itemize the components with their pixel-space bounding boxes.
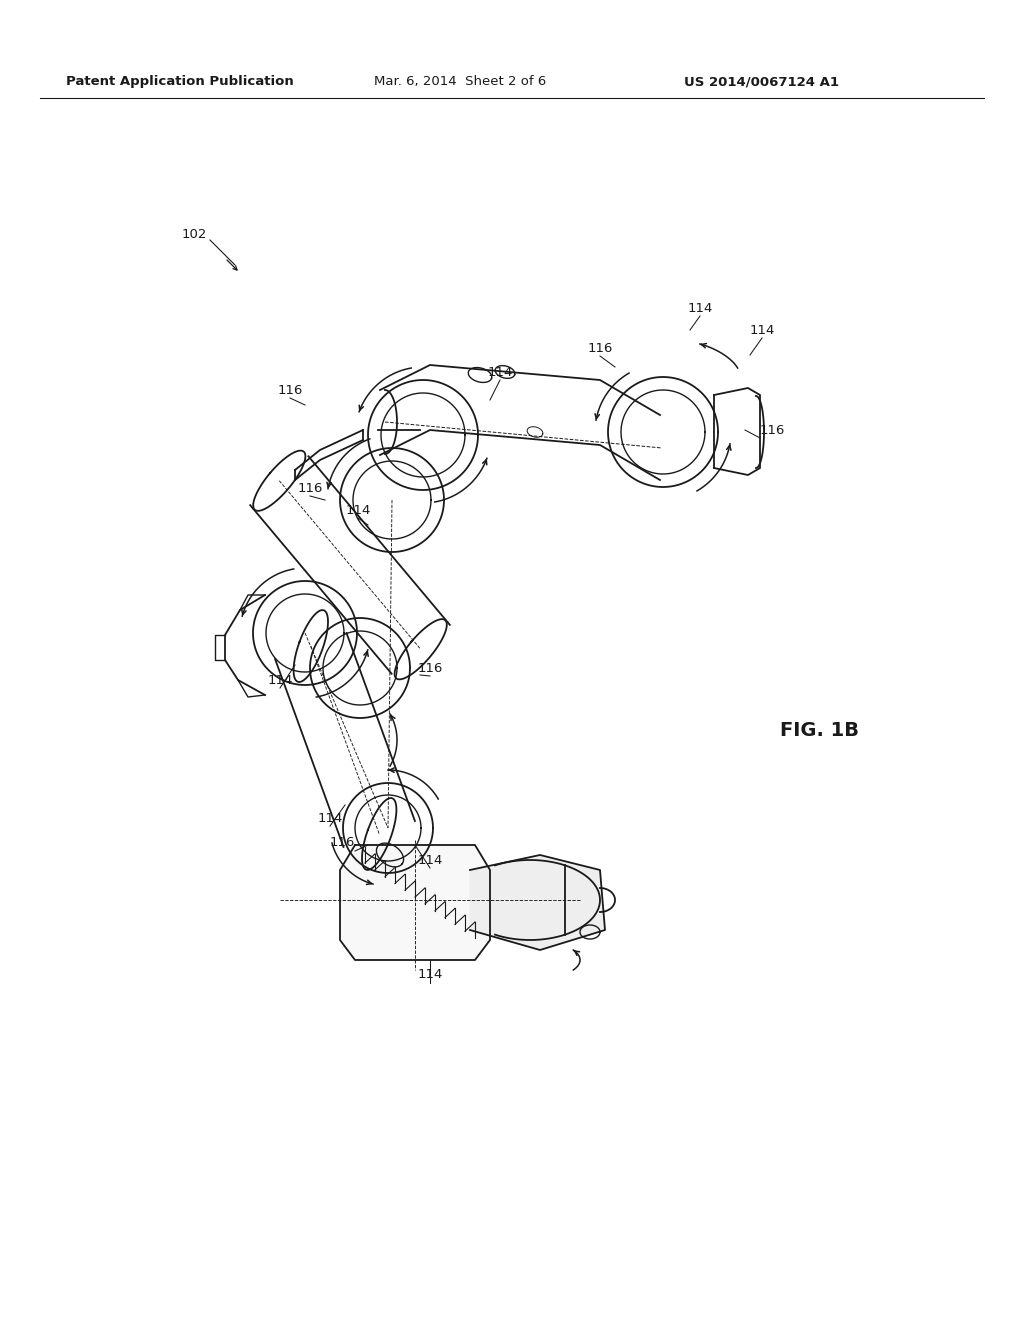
Text: 116: 116 (418, 661, 442, 675)
Text: 114: 114 (267, 673, 293, 686)
Text: 102: 102 (181, 228, 207, 242)
Polygon shape (470, 855, 605, 950)
Text: 116: 116 (760, 424, 785, 437)
Text: 114: 114 (418, 969, 442, 982)
Polygon shape (340, 845, 490, 960)
Text: 114: 114 (345, 503, 371, 516)
Text: US 2014/0067124 A1: US 2014/0067124 A1 (684, 75, 840, 88)
Text: 116: 116 (588, 342, 612, 355)
Text: 114: 114 (418, 854, 442, 866)
Text: 114: 114 (687, 301, 713, 314)
Text: 114: 114 (317, 812, 343, 825)
Text: 116: 116 (278, 384, 303, 396)
Text: 114: 114 (750, 323, 775, 337)
Text: FIG. 1B: FIG. 1B (780, 721, 859, 739)
Text: 116: 116 (297, 482, 323, 495)
Text: 116: 116 (330, 837, 355, 850)
Text: 114: 114 (487, 366, 513, 379)
Text: Patent Application Publication: Patent Application Publication (67, 75, 294, 88)
Text: Mar. 6, 2014  Sheet 2 of 6: Mar. 6, 2014 Sheet 2 of 6 (374, 75, 546, 88)
